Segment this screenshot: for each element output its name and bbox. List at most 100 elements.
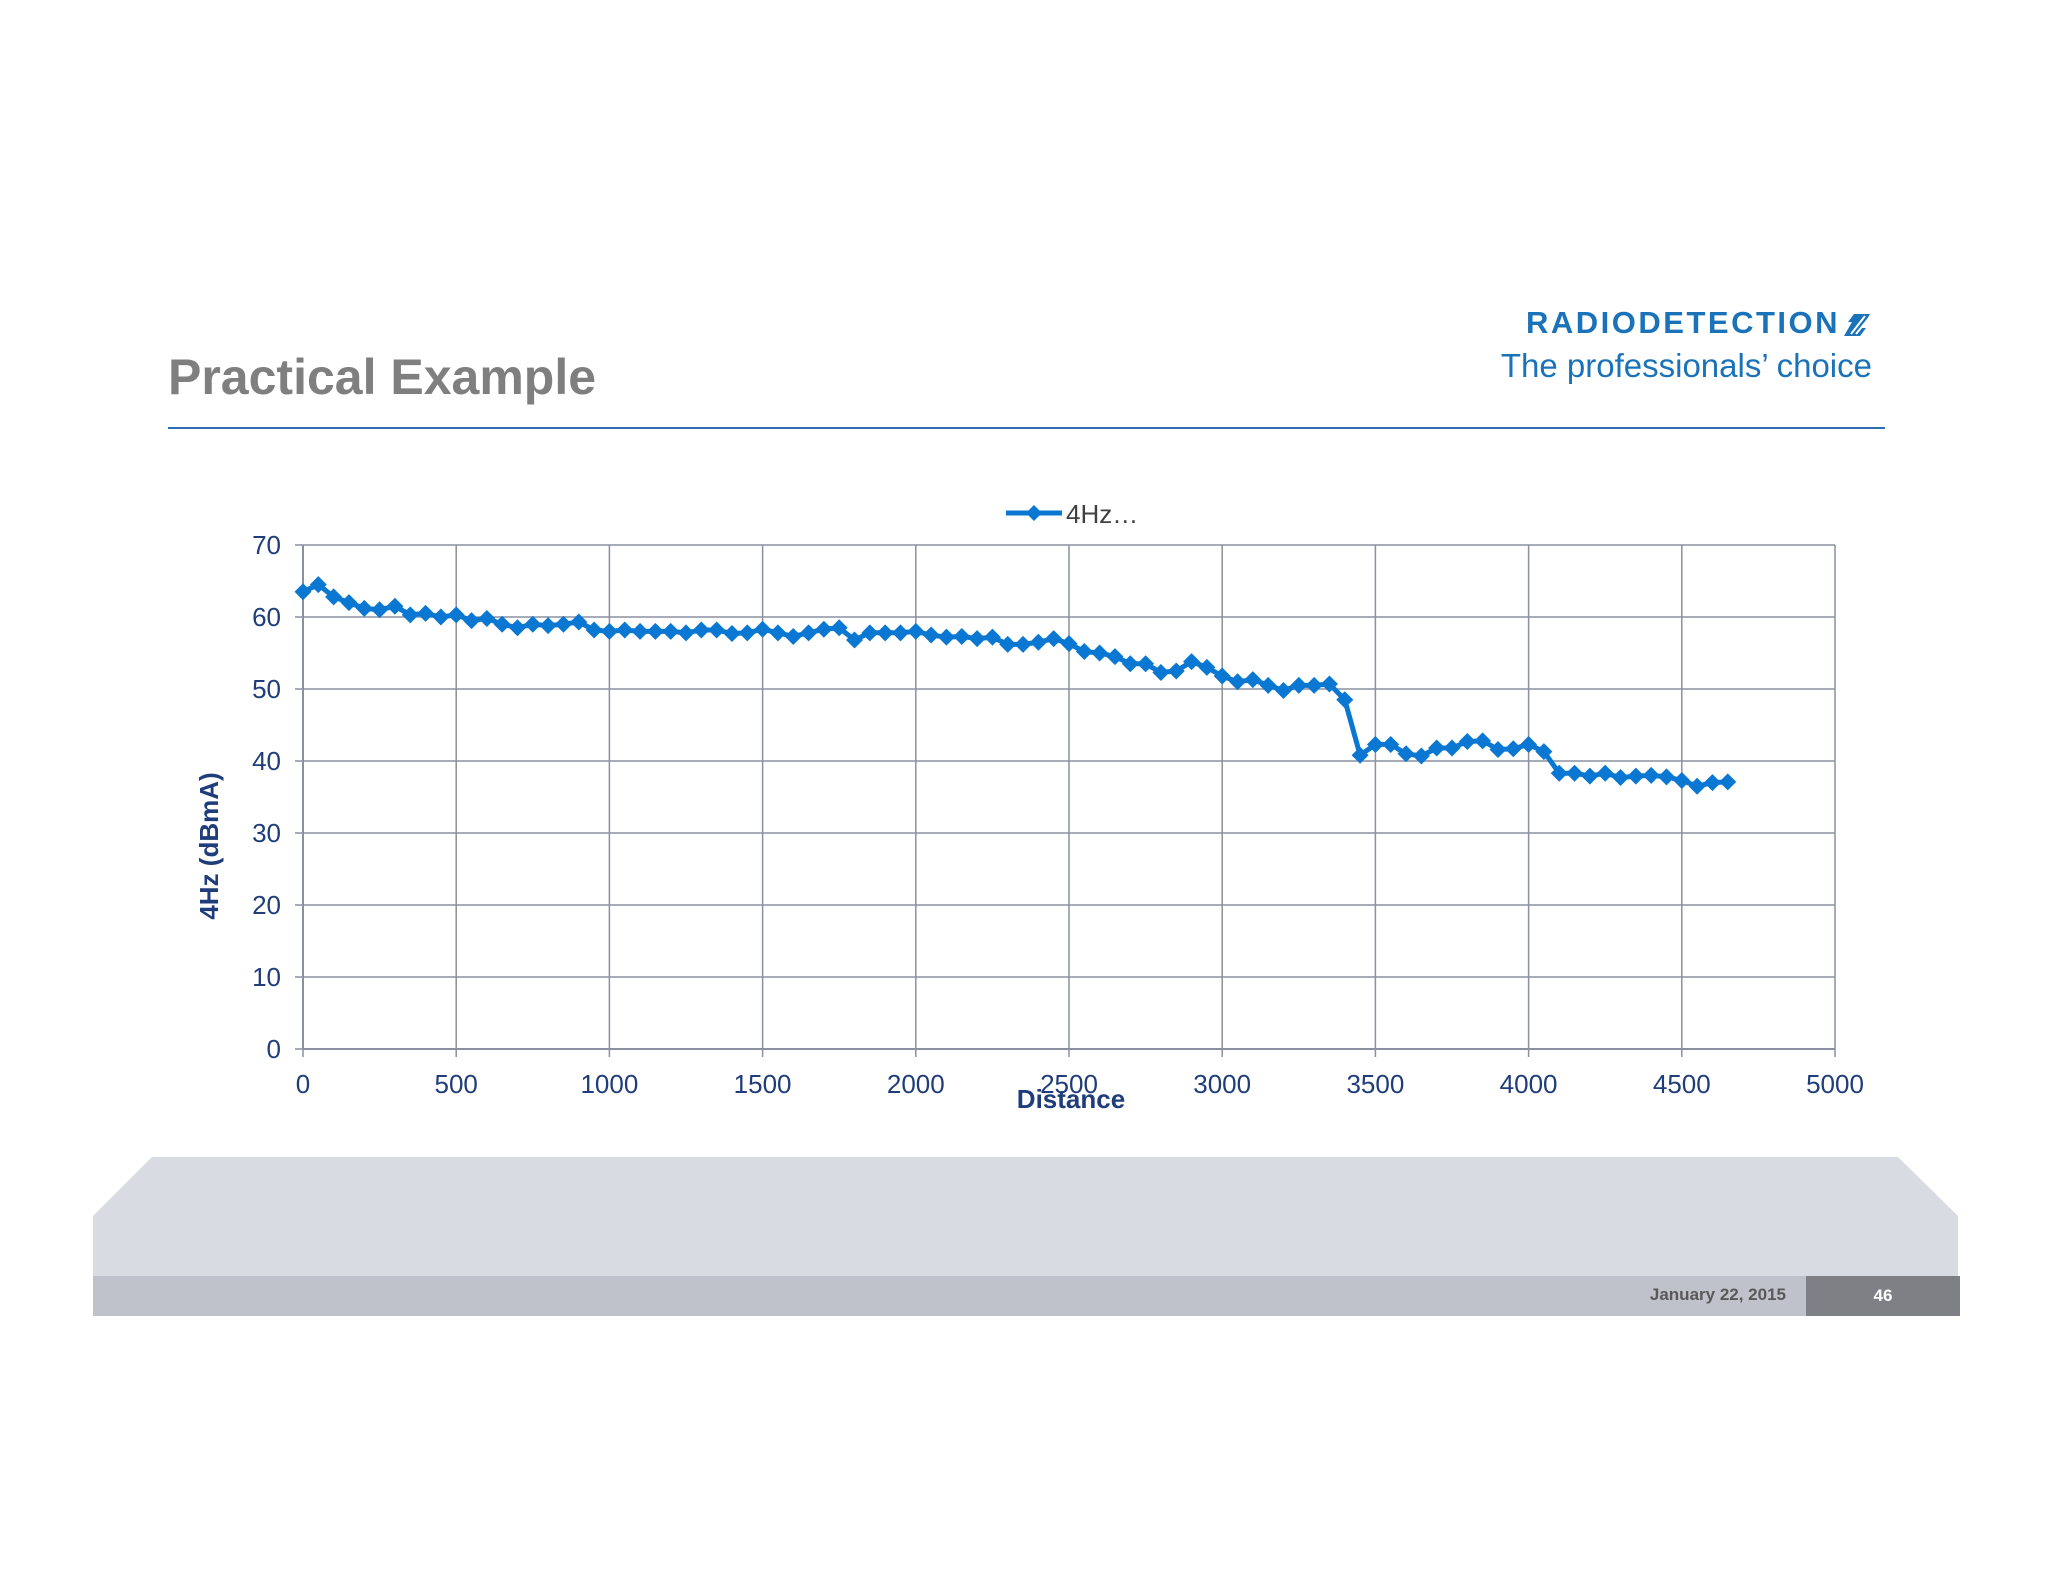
data-point: [999, 635, 1017, 653]
data-point: [1642, 766, 1660, 784]
y-tick-label: 30: [252, 818, 281, 848]
data-point: [1351, 746, 1369, 764]
data-point: [1504, 740, 1522, 758]
slide-title: Practical Example: [168, 349, 597, 405]
data-point: [953, 627, 971, 645]
x-tick-label: 1500: [734, 1069, 792, 1099]
data-point: [1014, 635, 1032, 653]
data-point: [554, 615, 572, 633]
footer-date: January 22, 2015: [1649, 1285, 1786, 1304]
legend-swatch-marker: [1026, 505, 1042, 521]
data-point: [1657, 768, 1675, 786]
data-point: [1137, 655, 1155, 673]
x-axis-title: Distance: [1017, 1084, 1125, 1114]
data-point: [769, 624, 787, 642]
brand-arrow-icon: [1844, 313, 1870, 336]
data-point: [1520, 735, 1538, 753]
y-tick-label: 20: [252, 890, 281, 920]
data-point: [1489, 740, 1507, 758]
data-point: [815, 620, 833, 638]
data-point: [1091, 644, 1109, 662]
y-tick-label: 70: [252, 530, 281, 560]
data-point: [1673, 771, 1691, 789]
y-axis-title: 4Hz (dBmA): [194, 772, 224, 919]
data-point: [1213, 667, 1231, 685]
y-tick-label: 60: [252, 602, 281, 632]
brand-name: RADIODETECTION: [1526, 305, 1840, 340]
data-point: [1719, 773, 1737, 791]
data-point: [463, 612, 481, 630]
footer-page-number: 46: [1806, 1276, 1960, 1316]
data-point: [677, 624, 695, 642]
data-point: [1106, 648, 1124, 666]
data-point: [417, 604, 435, 622]
data-point: [1305, 676, 1323, 694]
data-point: [1366, 735, 1384, 753]
data-point: [1229, 673, 1247, 691]
data-point: [968, 630, 986, 648]
data-point: [1060, 635, 1078, 653]
data-point: [631, 622, 649, 640]
brand-block: RADIODETECTION The professionals’ choice: [1500, 305, 1872, 385]
data-point: [846, 631, 864, 649]
data-point: [355, 599, 373, 617]
data-point: [1535, 743, 1553, 761]
data-point: [1121, 655, 1139, 673]
data-point: [937, 628, 955, 646]
data-point: [922, 626, 940, 644]
data-point: [1703, 774, 1721, 792]
data-point: [1566, 764, 1584, 782]
y-tick-label: 40: [252, 746, 281, 776]
data-point: [830, 619, 848, 637]
data-point: [1443, 739, 1461, 757]
y-tick-label: 50: [252, 674, 281, 704]
data-point: [1290, 676, 1308, 694]
data-point: [1259, 676, 1277, 694]
brand-tagline: The professionals’ choice: [1500, 347, 1872, 384]
data-point: [386, 597, 404, 615]
data-point: [907, 622, 925, 640]
legend-entry: 4Hz…: [1066, 499, 1138, 529]
data-point: [309, 576, 327, 594]
data-point: [1397, 745, 1415, 763]
data-point: [1075, 643, 1093, 661]
data-point: [1045, 630, 1063, 648]
x-tick-label: 4000: [1500, 1069, 1558, 1099]
data-point: [738, 624, 756, 642]
x-tick-label: 4500: [1653, 1069, 1711, 1099]
data-point: [371, 601, 389, 619]
data-point: [983, 628, 1001, 646]
data-point: [294, 583, 312, 601]
data-point: [401, 606, 419, 624]
data-point: [1596, 764, 1614, 782]
data-point: [876, 624, 894, 642]
data-point: [708, 621, 726, 639]
data-point: [646, 622, 664, 640]
data-point: [524, 615, 542, 633]
data-point: [784, 627, 802, 645]
data-point: [493, 615, 511, 633]
chart-axes: 0 10 20 30 40 50 60 70 0 500 1000 1500 2000 2500 3000 3…: [252, 530, 1864, 1099]
data-point: [508, 619, 526, 637]
data-point: [1274, 681, 1292, 699]
data-point: [1550, 764, 1568, 782]
y-tick-label: 0: [267, 1034, 281, 1064]
data-point: [1183, 653, 1201, 671]
data-point: [325, 588, 343, 606]
data-point: [1029, 633, 1047, 651]
data-point: [1244, 671, 1262, 689]
data-point: [754, 620, 772, 638]
x-tick-label: 5000: [1806, 1069, 1864, 1099]
title-divider: [168, 427, 1885, 429]
data-point: [539, 617, 557, 635]
x-tick-label: 2500: [1040, 1069, 1098, 1099]
data-point: [600, 622, 618, 640]
x-tick-label: 500: [435, 1069, 478, 1099]
data-point: [662, 622, 680, 640]
x-tick-label: 2000: [887, 1069, 945, 1099]
data-point: [1152, 663, 1170, 681]
data-point: [447, 606, 465, 624]
data-point: [800, 624, 818, 642]
